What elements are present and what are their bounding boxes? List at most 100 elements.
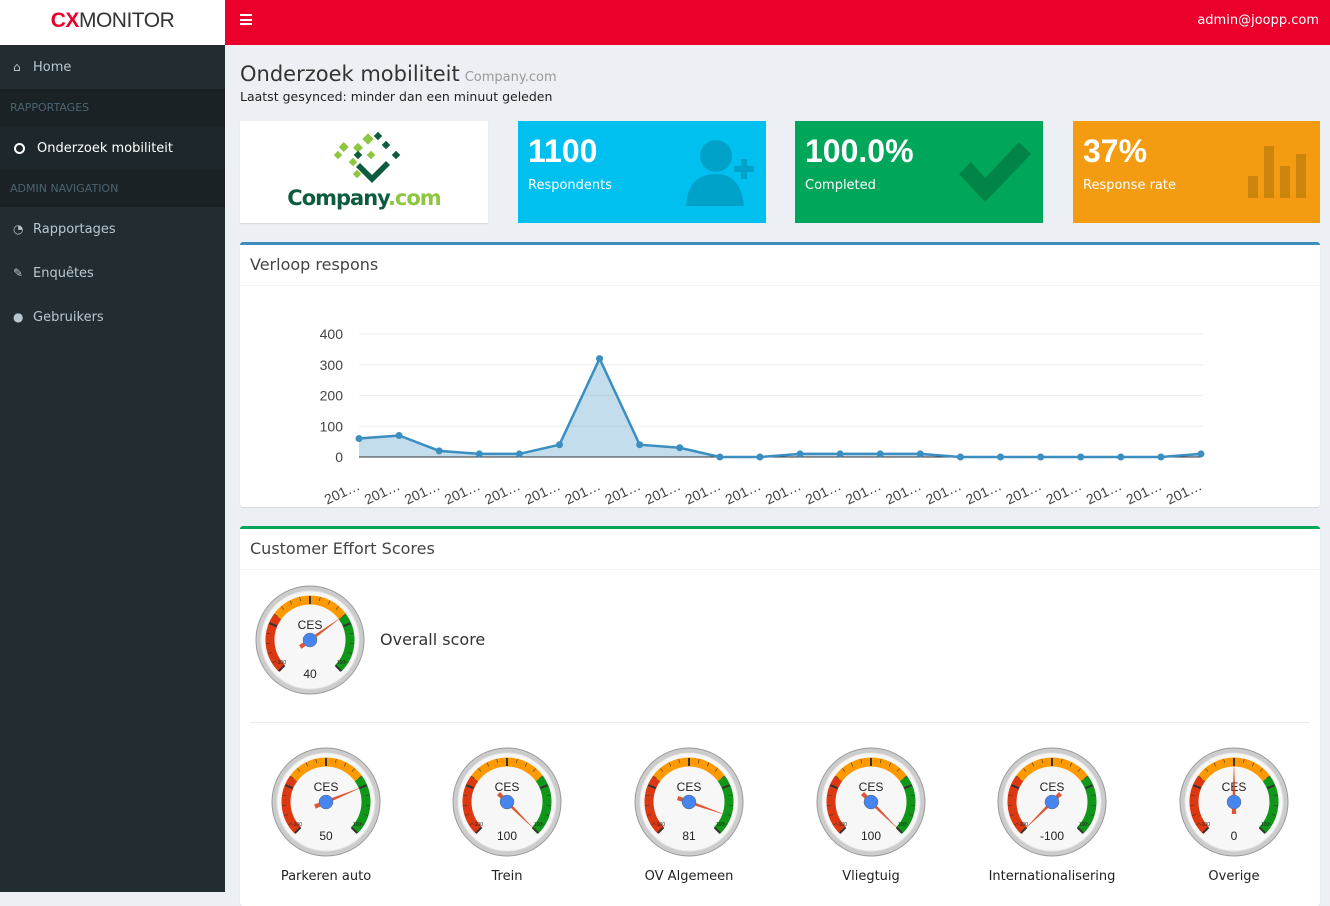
gauge-label: CES [859,780,884,794]
x-tick-label: 201… [723,477,764,506]
sidebar-item-enquetes[interactable]: ✎Enquêtes [0,251,225,295]
x-tick-label: 201… [562,477,603,506]
data-point [997,454,1004,461]
data-point [837,450,844,457]
overall-score-label: Overall score [380,630,485,649]
gauge-hub [682,795,696,809]
gauge-value: 100 [497,829,517,843]
stat-completed: 100.0% Completed [795,121,1043,223]
x-tick-label: 201… [322,477,363,506]
gauge-value: 0 [1231,829,1238,843]
gauge-max-label: 100 [1261,822,1270,828]
sync-status: Laatst gesynced: minder dan een minuut g… [240,89,552,104]
chart-title: Verloop respons [240,245,1320,286]
gauge-value: 100 [861,829,881,843]
top-navbar: admin@joopp.com [225,0,1330,45]
sidebar: ⌂Home RAPPORTAGES Onderzoek mobiliteit A… [0,45,225,892]
data-point [1037,454,1044,461]
company-logo-text: Company.com [287,186,440,210]
gauge-caption: Parkeren auto [281,869,371,884]
gauge-min-label: -100 [292,822,302,828]
data-point [436,447,443,454]
home-icon: ⌂ [13,60,33,74]
ces-gauge: CES -100 100 100 [451,746,563,858]
y-tick-label: 200 [320,388,344,404]
x-tick-label: 201… [1043,477,1084,506]
gauge-value: -100 [1040,829,1064,843]
gauge-max-label: 100 [1079,822,1088,828]
gauge-label: CES [495,780,520,794]
data-point [756,454,763,461]
gauge-label: CES [314,780,339,794]
gauge-caption: Trein [492,869,523,884]
x-tick-label: 201… [402,477,443,506]
stat-response-rate: 37% Response rate [1073,121,1320,223]
gauge-label: CES [298,618,323,632]
data-point [556,441,563,448]
gauge-caption: OV Algemeen [645,869,734,884]
company-logo: Company.com [240,121,488,223]
x-tick-label: 201… [923,477,964,506]
x-tick-label: 201… [803,477,844,506]
y-tick-label: 400 [320,326,344,342]
pencil-icon: ✎ [13,266,33,280]
user-menu[interactable]: admin@joopp.com [1197,13,1319,28]
sidebar-item-home[interactable]: ⌂Home [0,45,225,89]
series-line [359,359,1201,457]
bar-chart-icon [1248,136,1310,198]
y-tick-label: 100 [320,418,344,434]
data-point [396,432,403,439]
data-point [917,450,924,457]
page-subtitle: Company.com [465,70,557,85]
user-plus-icon [686,136,756,208]
sidebar-item-onderzoek[interactable]: Onderzoek mobiliteit [0,126,225,170]
gauge-min-label: -100 [473,822,483,828]
ces-card: Customer Effort Scores Overall score [240,526,1320,906]
gauge-hub [303,633,317,647]
data-point [957,454,964,461]
x-tick-label: 201… [1003,477,1044,506]
gauge-max-label: 100 [534,822,543,828]
gauge-hub [500,795,514,809]
gauge-min-label: -100 [276,660,286,666]
gauge-caption: Vliegtuig [842,869,900,884]
hamburger-icon[interactable] [240,14,252,25]
brand-logo[interactable]: CXMONITOR [0,0,225,45]
gauge-min-label: -100 [655,822,665,828]
divider [250,722,1310,723]
x-tick-label: 201… [642,477,683,506]
data-point [476,450,483,457]
data-point [596,355,603,362]
gauge-hub [1227,795,1241,809]
dashboard-icon: ◔ [13,222,33,236]
data-point [1077,454,1084,461]
data-point [1117,454,1124,461]
data-point [636,441,643,448]
gauge-value: 50 [319,829,333,843]
x-tick-label: 201… [602,477,643,506]
gauge-label: CES [1040,780,1065,794]
y-tick-label: 0 [335,449,343,465]
gauge-value: 40 [303,667,317,681]
sidebar-item-gebruikers[interactable]: ●Gebruikers [0,295,225,339]
data-point [676,444,683,451]
ces-title: Customer Effort Scores [240,529,1320,570]
gauge-value: 81 [682,829,696,843]
x-tick-label: 201… [843,477,884,506]
gauge-max-label: 100 [353,822,362,828]
data-point [797,450,804,457]
sidebar-item-rapportages[interactable]: ◔Rapportages [0,207,225,251]
x-tick-label: 201… [442,477,483,506]
stat-respondents: 1100 Respondents [518,121,766,223]
x-tick-label: 201… [522,477,563,506]
gauge-min-label: -100 [837,822,847,828]
x-tick-label: 201… [963,477,1004,506]
gauge-hub [864,795,878,809]
gauge-min-label: -100 [1200,822,1210,828]
